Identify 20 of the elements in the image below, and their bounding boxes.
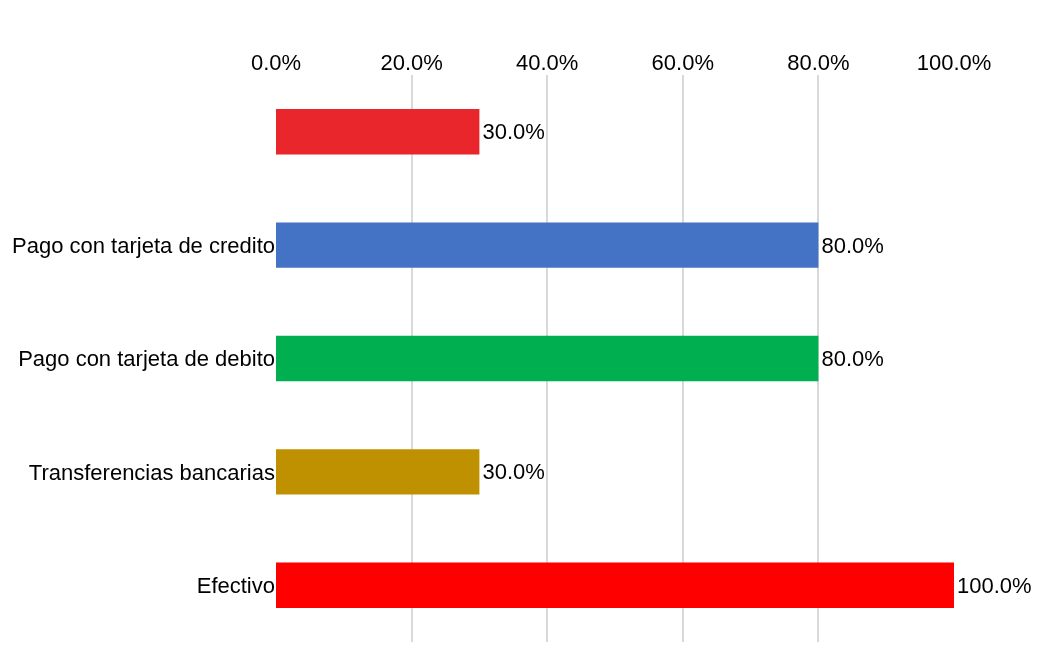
data-label: 100.0% (957, 572, 1032, 598)
x-tick-label: 0.0% (250, 49, 302, 75)
x-tick-label: 60.0% (651, 49, 714, 75)
x-tick-label: 20.0% (380, 49, 443, 75)
bar (276, 562, 954, 608)
data-label: 30.0% (482, 119, 545, 145)
y-tick-label: Efectivo (196, 573, 275, 598)
data-label: 80.0% (821, 232, 884, 258)
bar (276, 109, 480, 155)
data-label: 80.0% (821, 346, 884, 371)
x-tick-label: 40.0% (516, 49, 579, 75)
bar (276, 449, 480, 495)
y-tick-label: Pago con tarjeta de debito (18, 346, 275, 372)
bar (276, 335, 819, 382)
data-label: 30.0% (482, 459, 545, 485)
x-tick-label: 80.0% (787, 49, 850, 75)
y-tick-label: Pago con tarjeta de credito (12, 232, 275, 258)
x-tick-label: 100.0% (916, 49, 992, 75)
y-tick-label: Transferencias bancarias (28, 459, 275, 485)
bar (276, 222, 819, 268)
